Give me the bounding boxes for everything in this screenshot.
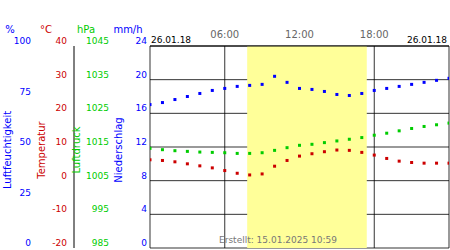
svg-text:8: 8	[141, 171, 147, 181]
svg-text:985: 985	[92, 238, 109, 248]
svg-text:75: 75	[20, 87, 31, 97]
svg-text:20: 20	[136, 70, 148, 80]
svg-text:1005: 1005	[86, 171, 109, 181]
svg-text:25: 25	[20, 188, 31, 198]
svg-text:Luftfeuchtigkeit: Luftfeuchtigkeit	[8, 111, 13, 189]
svg-text:40: 40	[56, 36, 68, 46]
svg-text:-10: -10	[52, 204, 67, 214]
svg-text:100: 100	[14, 36, 31, 46]
svg-text:20: 20	[56, 103, 68, 113]
svg-text:0: 0	[61, 171, 67, 181]
svg-text:1045: 1045	[86, 36, 109, 46]
svg-text:-20: -20	[52, 238, 67, 248]
svg-text:12: 12	[136, 137, 147, 147]
svg-text:995: 995	[92, 204, 109, 214]
svg-text:50: 50	[20, 137, 32, 147]
svg-text:%: %	[8, 24, 15, 35]
svg-text:30: 30	[56, 70, 68, 80]
svg-text:26.01.18: 26.01.18	[151, 35, 191, 45]
svg-text:Niederschlag: Niederschlag	[113, 117, 124, 182]
svg-text:26.01.18: 26.01.18	[407, 35, 442, 45]
svg-text:°C: °C	[40, 24, 52, 35]
svg-text:Temperatur: Temperatur	[36, 120, 47, 179]
svg-text:0: 0	[25, 238, 31, 248]
svg-text:1035: 1035	[86, 70, 109, 80]
svg-text:16: 16	[136, 103, 148, 113]
svg-text:10: 10	[56, 137, 68, 147]
svg-text:12:00: 12:00	[285, 29, 314, 40]
svg-text:1015: 1015	[86, 137, 109, 147]
svg-text:1025: 1025	[86, 103, 109, 113]
svg-text:Luftdruck: Luftdruck	[71, 126, 82, 173]
svg-text:24: 24	[136, 36, 148, 46]
svg-text:18:00: 18:00	[360, 29, 389, 40]
svg-text:Erstellt: 15.01.2025 10:59: Erstellt: 15.01.2025 10:59	[219, 235, 337, 245]
svg-text:06:00: 06:00	[210, 29, 239, 40]
svg-text:hPa: hPa	[77, 24, 95, 35]
svg-text:0: 0	[141, 238, 147, 248]
svg-text:4: 4	[141, 204, 147, 214]
svg-text:mm/h: mm/h	[113, 24, 142, 35]
